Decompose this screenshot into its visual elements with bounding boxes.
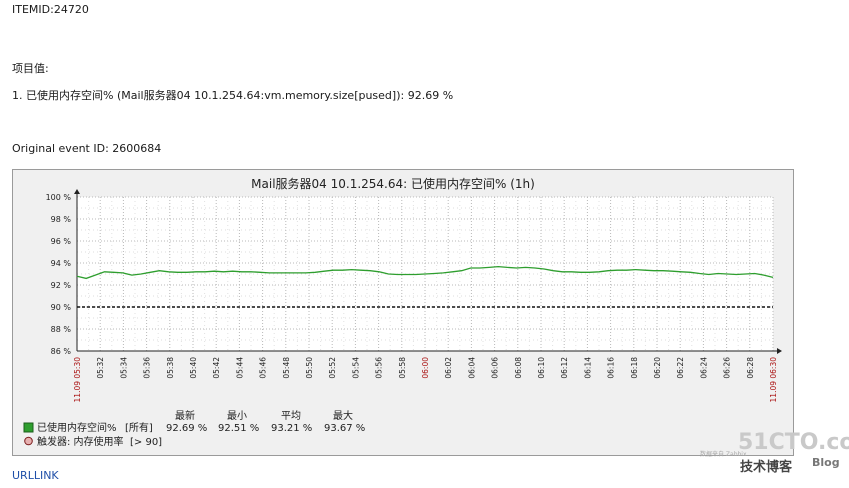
x-tick-label: 06:02 [444,357,453,379]
x-tick-label: 06:08 [514,357,523,379]
x-tick-label: 06:00 [421,357,430,379]
watermark-sub: 技术博客 [740,460,793,475]
x-tick-label: 06:26 [723,357,732,379]
x-tick-label: 06:04 [467,357,476,379]
x-end-label: 11.09 06:30 [769,357,778,403]
graph-canvas: Mail服务器04 10.1.254.64: 已使用内存空间% (1h) 86 … [23,176,782,448]
watermark-data: 数据来自 Zabbix [700,451,747,458]
y-tick-label: 100 % [46,193,72,202]
x-tick-label: 05:48 [282,357,291,379]
item-values-label: 项目值: [12,62,49,75]
x-axis-arrow [777,348,782,354]
url-link[interactable]: URLLINK [12,469,59,482]
x-tick-label: 05:52 [328,357,337,379]
watermark-blog: Blog [812,456,840,469]
legend-header-min: 最小 [227,410,247,422]
x-tick-label: 05:34 [119,357,128,379]
legend-trigger-cond: [> 90] [130,437,162,448]
y-tick-label: 92 % [51,281,72,290]
watermark-logo: 51CTO.com [738,430,849,455]
y-axis-arrow [74,189,80,194]
x-tick-label: 05:44 [235,357,244,379]
chart-title: Mail服务器04 10.1.254.64: 已使用内存空间% (1h) [251,176,535,191]
legend-header-avg: 平均 [281,410,301,422]
memory-graph: Mail服务器04 10.1.254.64: 已使用内存空间% (1h) 86 … [12,169,794,456]
y-tick-label: 96 % [51,237,72,246]
x-start-label: 11.09 05:30 [73,357,82,403]
legend-trigger-name: 触发器: 内存使用率 [37,435,124,448]
y-tick-label: 98 % [51,215,72,224]
x-tick-label: 06:18 [630,357,639,379]
x-tick-label: 05:50 [305,357,314,379]
x-tick-label: 05:42 [212,357,221,379]
x-tick-label: 05:40 [189,357,198,379]
legend-series-scope: [所有] [125,421,153,434]
x-tick-label: 06:20 [653,357,662,379]
x-tick-label: 06:22 [676,357,685,379]
x-tick-label: 06:12 [560,357,569,379]
legend-series-swatch [23,422,34,433]
y-tick-label: 94 % [51,259,72,268]
legend-value-min: 92.51 % [218,423,259,434]
legend-header-max: 最大 [333,409,353,422]
x-tick-label: 05:36 [143,357,152,379]
original-event-id: Original event ID: 2600684 [12,142,162,155]
y-tick-label: 86 % [51,347,72,356]
series-line [76,265,774,280]
legend-value-last: 92.69 % [166,423,207,434]
x-tick-label: 06:14 [583,357,592,379]
y-tick-label: 88 % [51,325,72,334]
x-tick-label: 06:24 [699,357,708,379]
legend-header-last: 最新 [175,409,195,422]
legend-series-name: 已使用内存空间% [37,421,117,434]
legend-trigger-icon [24,436,33,446]
x-tick-label: 05:58 [398,357,407,379]
x-tick-label: 06:10 [537,357,546,379]
x-tick-label: 06:06 [491,357,500,379]
item-id: ITEMID:24720 [12,3,89,16]
x-tick-label: 05:32 [96,357,105,379]
legend-value-avg: 93.21 % [271,423,312,434]
legend-value-max: 93.67 % [324,423,365,434]
x-tick-label: 06:16 [607,357,616,379]
y-tick-label: 90 % [51,303,72,312]
x-tick-label: 05:56 [375,357,384,379]
x-tick-label: 05:54 [351,357,360,379]
x-tick-label: 06:28 [746,357,755,379]
x-tick-label: 05:38 [166,357,175,379]
x-tick-label: 05:46 [259,357,268,379]
item-value-line: 1. 已使用内存空间% (Mail服务器04 10.1.254.64:vm.me… [12,89,454,102]
